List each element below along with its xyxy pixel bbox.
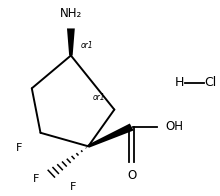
Text: or1: or1 xyxy=(93,93,105,102)
Text: or1: or1 xyxy=(81,41,93,50)
Text: F: F xyxy=(70,182,76,192)
Text: F: F xyxy=(16,143,22,153)
Polygon shape xyxy=(88,123,134,148)
Text: H: H xyxy=(175,76,184,89)
Text: Cl: Cl xyxy=(204,76,216,89)
Text: OH: OH xyxy=(165,121,183,133)
Text: O: O xyxy=(127,169,136,182)
Text: NH₂: NH₂ xyxy=(60,7,82,20)
Polygon shape xyxy=(67,28,75,55)
Text: F: F xyxy=(33,174,39,184)
